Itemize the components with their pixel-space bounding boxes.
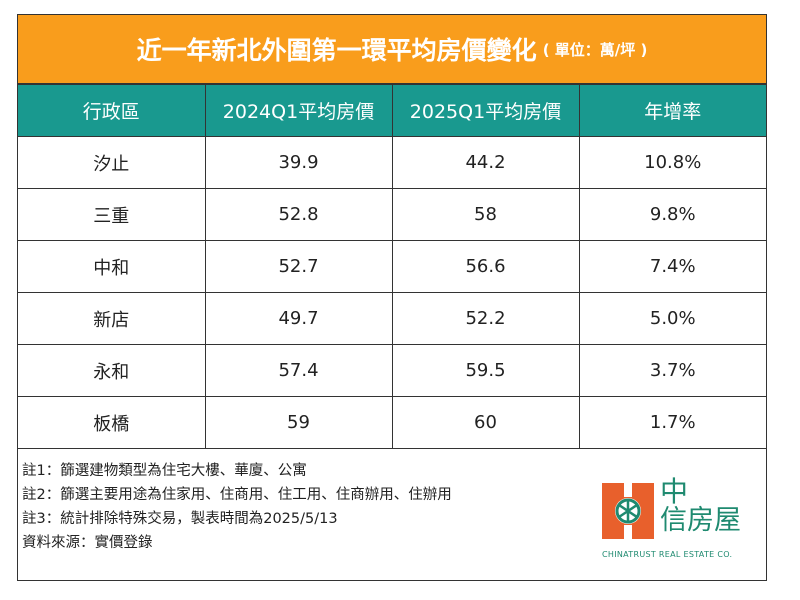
cell-price-2025q1: 52.2: [391, 292, 580, 345]
note-2: 註2：篩選主要用途為住家用、住商用、住工用、住商辦用、住辦用: [22, 487, 452, 503]
cell-district: 新店: [18, 292, 206, 345]
table-row: 三重 52.8 58 9.8%: [18, 188, 766, 241]
cell-district: 汐止: [18, 136, 206, 189]
table-row: 汐止 39.9 44.2 10.8%: [18, 136, 766, 189]
table-row: 中和 52.7 56.6 7.4%: [18, 240, 766, 293]
cell-growth-rate: 9.8%: [578, 188, 766, 241]
unit-label: ( 單位：萬/坪 ): [542, 40, 648, 59]
price-table: 行政區 2024Q1平均房價 2025Q1平均房價 年增率 汐止 39.9 44.2…: [18, 84, 766, 449]
cell-price-2024q1: 52.8: [204, 188, 393, 241]
cell-district: 永和: [18, 344, 206, 397]
logo-mark-icon: [602, 483, 654, 539]
header-row: 行政區 2024Q1平均房價 2025Q1平均房價 年增率: [18, 84, 766, 137]
header-district: 行政區: [18, 84, 206, 137]
logo-text-2: 信房屋: [660, 505, 741, 536]
data-source: 資料來源：實價登錄: [22, 535, 153, 551]
cell-price-2025q1: 59.5: [391, 344, 580, 397]
cell-district: 中和: [18, 240, 206, 293]
cell-growth-rate: 10.8%: [578, 136, 766, 189]
cell-price-2025q1: 58: [391, 188, 580, 241]
cell-price-2024q1: 52.7: [204, 240, 393, 293]
note-3: 註3：統計排除特殊交易，製表時間為2025/5/13: [22, 511, 338, 527]
price-table-card: 近一年新北外圍第一環平均房價變化 ( 單位：萬/坪 ) 行政區 2024Q1平均…: [17, 14, 767, 581]
cell-growth-rate: 5.0%: [578, 292, 766, 345]
table-title: 近一年新北外圍第一環平均房價變化 ( 單位：萬/坪 ): [18, 15, 766, 84]
cell-price-2024q1: 59: [204, 396, 393, 449]
notes-section: 註1：篩選建物類型為住宅大樓、華廈、公寓 註2：篩選主要用途為住家用、住商用、住…: [18, 449, 766, 583]
table-row: 永和 57.4 59.5 3.7%: [18, 344, 766, 397]
table-row: 新店 49.7 52.2 5.0%: [18, 292, 766, 345]
cell-district: 板橋: [18, 396, 206, 449]
cell-price-2025q1: 56.6: [391, 240, 580, 293]
cell-price-2025q1: 60: [391, 396, 580, 449]
cell-price-2024q1: 49.7: [204, 292, 393, 345]
table-row: 板橋 59 60 1.7%: [18, 396, 766, 449]
logo-text-en: CHINATRUST REAL ESTATE CO.: [602, 550, 733, 559]
logo-text-1: 中: [660, 475, 689, 508]
header-growth: 年增率: [578, 84, 766, 137]
cell-growth-rate: 1.7%: [578, 396, 766, 449]
header-2025q1: 2025Q1平均房價: [391, 84, 580, 137]
cell-growth-rate: 7.4%: [578, 240, 766, 293]
note-1: 註1：篩選建物類型為住宅大樓、華廈、公寓: [22, 463, 307, 479]
cell-price-2025q1: 44.2: [391, 136, 580, 189]
cell-district: 三重: [18, 188, 206, 241]
title-text: 近一年新北外圍第一環平均房價變化: [136, 36, 537, 65]
cell-price-2024q1: 57.4: [204, 344, 393, 397]
header-2024q1: 2024Q1平均房價: [204, 84, 393, 137]
chinatrust-logo: 中 信房屋 CHINATRUST REAL ESTATE CO.: [602, 475, 752, 559]
cell-growth-rate: 3.7%: [578, 344, 766, 397]
cell-price-2024q1: 39.9: [204, 136, 393, 189]
